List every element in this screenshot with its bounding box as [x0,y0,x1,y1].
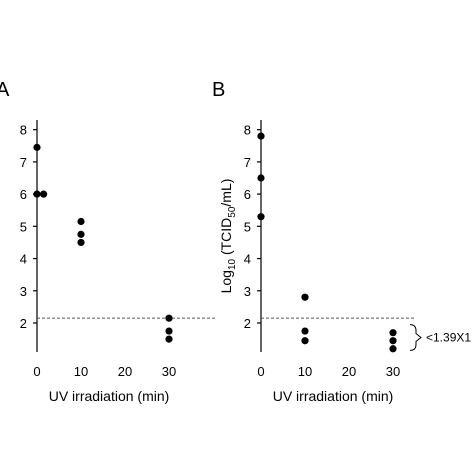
panel-a-y-tick-label: 4 [20,252,27,267]
panel-b-data-point [257,174,265,182]
panel-a-x-tick-label: 0 [33,364,40,379]
panel-b-x-tick-label: 20 [342,364,356,379]
panel-b-y-tick-label: 3 [244,284,251,299]
panel-a-label: A [0,79,10,101]
panel-a-data-point [165,327,173,335]
panel-b-label: B [212,79,225,101]
panel-a-y-tick-label: 8 [20,123,27,138]
panel-a-y-tick-label: 5 [20,219,27,234]
panel-a-data-point [33,190,41,198]
panel-a-data-point [77,217,85,226]
panel-b-y-tick-label: 8 [244,123,251,138]
panel-a-x-axis-title: UV irradiation (min) [49,388,170,404]
panel-a-data-point [165,314,173,322]
panel-b-threshold-brace [409,324,422,351]
panel-a-data-point [40,190,48,198]
panel-b-y-tick-label: 4 [244,252,251,267]
panel-b-data-point [257,132,265,140]
panel-a-data-point [77,230,85,238]
panel-b-threshold-label: <1.39X1 [426,331,471,345]
panel-b-x-axis-title: UV irradiation (min) [273,388,394,404]
panel-a-y-tick-label: 3 [20,284,27,299]
panel-a-y-tick-label: 7 [20,155,27,170]
panel-a-data-point [77,238,85,247]
panel-b-y-tick-label: 5 [244,219,251,234]
panel-b-data-point [389,329,397,337]
panel-a-x-tick-label: 20 [118,364,132,379]
panel-b-x-tick-label: 0 [257,364,264,379]
panel-b-data-point [389,345,397,353]
panel-b-data-point [301,327,309,335]
panel-b-data-point [301,293,309,301]
panel-b-y-tick-label: 6 [244,187,251,202]
panel-b-y-axis-title: Log10 (TCID50/mL) [218,179,238,294]
panel-b-y-tick-label: 2 [244,316,251,331]
panel-b-y-tick-label: 7 [244,155,251,170]
panel-a-y-tick-label: 6 [20,187,27,202]
panel-b-data-point [301,337,309,345]
panel-a-x-tick-label: 30 [162,364,176,379]
panel-a-x-tick-label: 10 [74,364,88,379]
panel-b-x-tick-label: 10 [298,364,312,379]
panel-a-y-tick-label: 2 [20,316,27,331]
panel-b-x-tick-label: 30 [386,364,400,379]
panel-b-data-point [389,337,397,345]
panel-a-data-point [33,143,41,151]
panel-a-data-point [165,335,173,343]
panel-b-data-point [257,213,265,221]
